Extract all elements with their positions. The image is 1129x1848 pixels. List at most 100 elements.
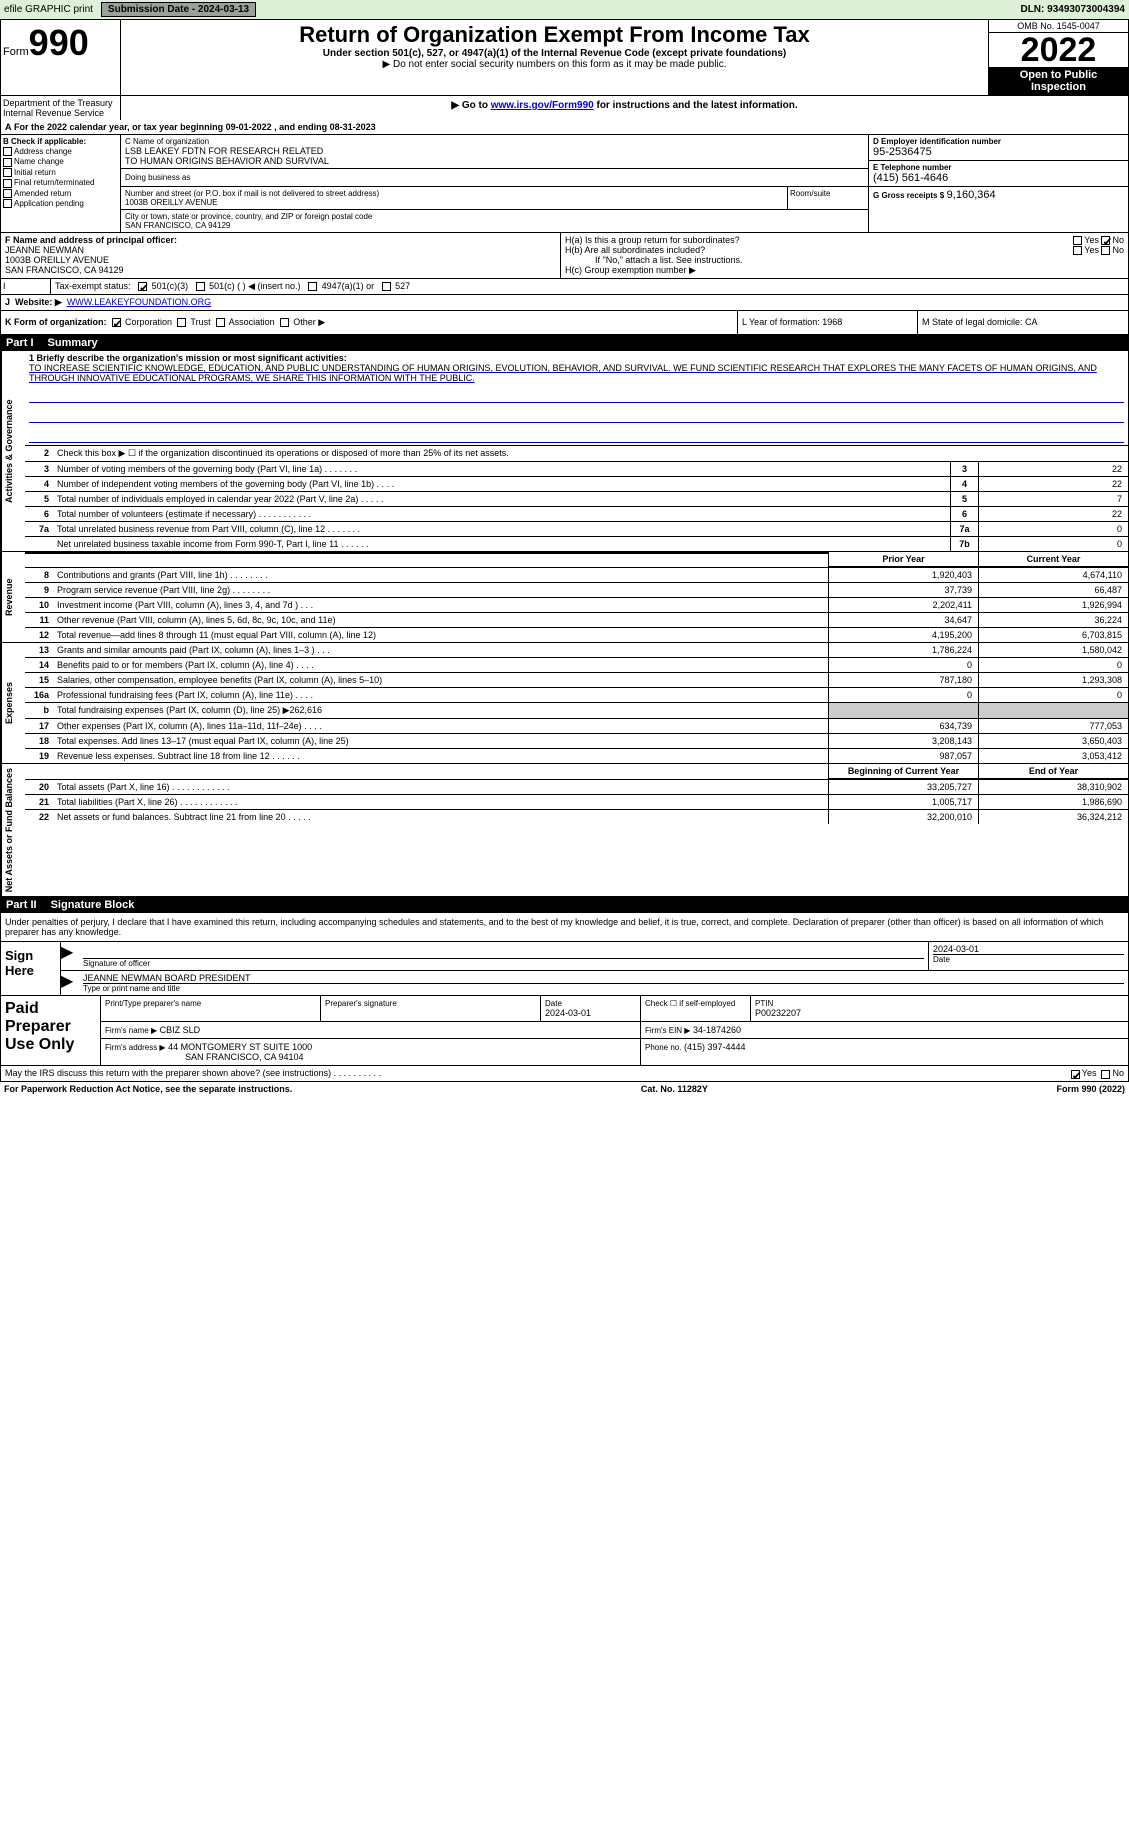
city-value: SAN FRANCISCO, CA 94129 <box>125 221 864 230</box>
paid-preparer-label: Paid Preparer Use Only <box>1 996 101 1065</box>
box-c-label: C Name of organization <box>125 137 545 146</box>
summary-line: 16aProfessional fundraising fees (Part I… <box>25 688 1128 703</box>
section-revenue: Revenue Prior Year Current Year 8Contrib… <box>0 552 1129 643</box>
h-b-label: H(b) Are all subordinates included? <box>565 245 705 255</box>
checkbox-initial-return[interactable] <box>3 168 12 177</box>
dba-label: Doing business as <box>121 169 868 187</box>
sign-here-label: Sign Here <box>1 942 61 995</box>
ein-value: 95-2536475 <box>873 146 1124 158</box>
checkbox-amended[interactable] <box>3 189 12 198</box>
summary-line: 9Program service revenue (Part VIII, lin… <box>25 583 1128 598</box>
checkbox-527[interactable] <box>382 282 391 291</box>
paperwork-notice: For Paperwork Reduction Act Notice, see … <box>4 1084 292 1094</box>
h-a-label: H(a) Is this a group return for subordin… <box>565 235 740 245</box>
form-subtitle: Under section 501(c), 527, or 4947(a)(1)… <box>125 48 984 59</box>
goto-instructions: ▶ Go to www.irs.gov/Form990 for instruct… <box>121 96 1128 120</box>
section-net-assets: Net Assets or Fund Balances Beginning of… <box>0 764 1129 897</box>
summary-line: 15Salaries, other compensation, employee… <box>25 673 1128 688</box>
checkbox-other[interactable] <box>280 318 289 327</box>
website-link[interactable]: WWW.LEAKEYFOUNDATION.ORG <box>67 297 211 307</box>
firm-ein: 34-1874260 <box>693 1025 741 1035</box>
summary-line: Net unrelated business taxable income fr… <box>25 537 1128 551</box>
row-j-website: J Website: ▶ WWW.LEAKEYFOUNDATION.ORG <box>0 295 1129 311</box>
discuss-no-checkbox[interactable] <box>1101 1070 1110 1079</box>
street-label: Number and street (or P.O. box if mail i… <box>125 189 783 198</box>
city-label: City or town, state or province, country… <box>125 212 864 221</box>
self-employed-check[interactable]: Check ☐ if self-employed <box>641 996 751 1021</box>
state-domicile: M State of legal domicile: CA <box>918 311 1128 334</box>
tax-year: 2022 <box>989 33 1128 67</box>
submission-date-button[interactable]: Submission Date - 2024-03-13 <box>101 2 256 17</box>
form-footer: Form 990 (2022) <box>1056 1084 1125 1094</box>
checkbox-association[interactable] <box>216 318 225 327</box>
summary-line: 7aTotal unrelated business revenue from … <box>25 522 1128 537</box>
row-i: I Tax-exempt status: 501(c)(3) 501(c) ( … <box>0 279 1129 295</box>
section-governance: Activities & Governance 1 Briefly descri… <box>0 351 1129 552</box>
summary-line: 8Contributions and grants (Part VIII, li… <box>25 568 1128 583</box>
sig-officer-label: Signature of officer <box>83 958 924 968</box>
dln-label: DLN: 93493073004394 <box>1020 4 1125 15</box>
summary-line: 14Benefits paid to or for members (Part … <box>25 658 1128 673</box>
officer-typed-name: JEANNE NEWMAN BOARD PRESIDENT <box>83 973 1124 983</box>
checkbox-app-pending[interactable] <box>3 199 12 208</box>
summary-line: 6Total number of volunteers (estimate if… <box>25 507 1128 522</box>
ha-no-checkbox[interactable] <box>1101 236 1110 245</box>
summary-line: 22Net assets or fund balances. Subtract … <box>25 810 1128 824</box>
checkbox-address-change[interactable] <box>3 147 12 156</box>
checkbox-501c3[interactable] <box>138 282 147 291</box>
hb-yes-checkbox[interactable] <box>1073 246 1082 255</box>
checkbox-trust[interactable] <box>177 318 186 327</box>
year-formation: L Year of formation: 1968 <box>738 311 918 334</box>
vtab-expenses: Expenses <box>1 643 25 763</box>
efile-topbar: efile GRAPHIC print Submission Date - 20… <box>0 0 1129 19</box>
summary-line: 5Total number of individuals employed in… <box>25 492 1128 507</box>
phone-label: E Telephone number <box>873 163 1124 172</box>
h-b-note: If "No," attach a list. See instructions… <box>565 255 1124 265</box>
checkbox-4947[interactable] <box>308 282 317 291</box>
arrow-icon: ▶ <box>61 971 79 995</box>
checkbox-corporation[interactable] <box>112 318 121 327</box>
summary-line: 4Number of independent voting members of… <box>25 477 1128 492</box>
org-name-1: LSB LEAKEY FDTN FOR RESEARCH RELATED <box>125 146 545 156</box>
irs-link[interactable]: www.irs.gov/Form990 <box>491 100 594 111</box>
ha-yes-checkbox[interactable] <box>1073 236 1082 245</box>
summary-line: 10Investment income (Part VIII, column (… <box>25 598 1128 613</box>
arrow-icon: ▶ <box>61 942 79 970</box>
efile-label: efile GRAPHIC print <box>4 4 93 15</box>
paperwork-footer: For Paperwork Reduction Act Notice, see … <box>0 1082 1129 1096</box>
h-c-label: H(c) Group exemption number ▶ <box>565 265 1124 276</box>
discuss-row: May the IRS discuss this return with the… <box>0 1066 1129 1081</box>
summary-line: 18Total expenses. Add lines 13–17 (must … <box>25 734 1128 749</box>
summary-line: 21Total liabilities (Part X, line 26) . … <box>25 795 1128 810</box>
checkbox-name-change[interactable] <box>3 158 12 167</box>
form-word: Form <box>3 46 29 58</box>
vtab-net-assets: Net Assets or Fund Balances <box>1 764 25 896</box>
mission-text: TO INCREASE SCIENTIFIC KNOWLEDGE, EDUCAT… <box>29 363 1124 383</box>
form-number: 990 <box>29 22 89 63</box>
summary-line: 19Revenue less expenses. Subtract line 1… <box>25 749 1128 763</box>
officer-name: JEANNE NEWMAN <box>5 245 556 255</box>
discuss-yes-checkbox[interactable] <box>1071 1070 1080 1079</box>
box-i-label: I <box>1 279 51 294</box>
summary-line: 12Total revenue—add lines 8 through 11 (… <box>25 628 1128 642</box>
summary-line: bTotal fundraising expenses (Part IX, co… <box>25 703 1128 719</box>
summary-line: 20Total assets (Part X, line 16) . . . .… <box>25 780 1128 795</box>
vtab-revenue: Revenue <box>1 552 25 642</box>
sign-here-block: Sign Here ▶ Signature of officer 2024-03… <box>0 942 1129 996</box>
box-b-checkboxes: B Check if applicable: Address change Na… <box>1 135 121 232</box>
gross-receipts-label: G Gross receipts $ <box>873 191 944 200</box>
paid-preparer-block: Paid Preparer Use Only Print/Type prepar… <box>0 996 1129 1066</box>
checkbox-final-return[interactable] <box>3 179 12 188</box>
form-title: Return of Organization Exempt From Incom… <box>125 22 984 48</box>
discuss-text: May the IRS discuss this return with the… <box>5 1068 381 1078</box>
room-suite-label: Room/suite <box>788 187 868 209</box>
open-to-public: Open to Public Inspection <box>989 67 1128 95</box>
row-fh: F Name and address of principal officer:… <box>0 233 1129 279</box>
note-ssn: ▶ Do not enter social security numbers o… <box>125 59 984 70</box>
typed-name-label: Type or print name and title <box>83 983 1124 993</box>
sig-date: 2024-03-01 <box>933 944 1124 954</box>
prior-year-header: Prior Year <box>828 552 978 567</box>
checkbox-501c[interactable] <box>196 282 205 291</box>
dept-treasury: Department of the Treasury Internal Reve… <box>1 96 121 120</box>
ein-label: D Employer identification number <box>873 137 1124 146</box>
